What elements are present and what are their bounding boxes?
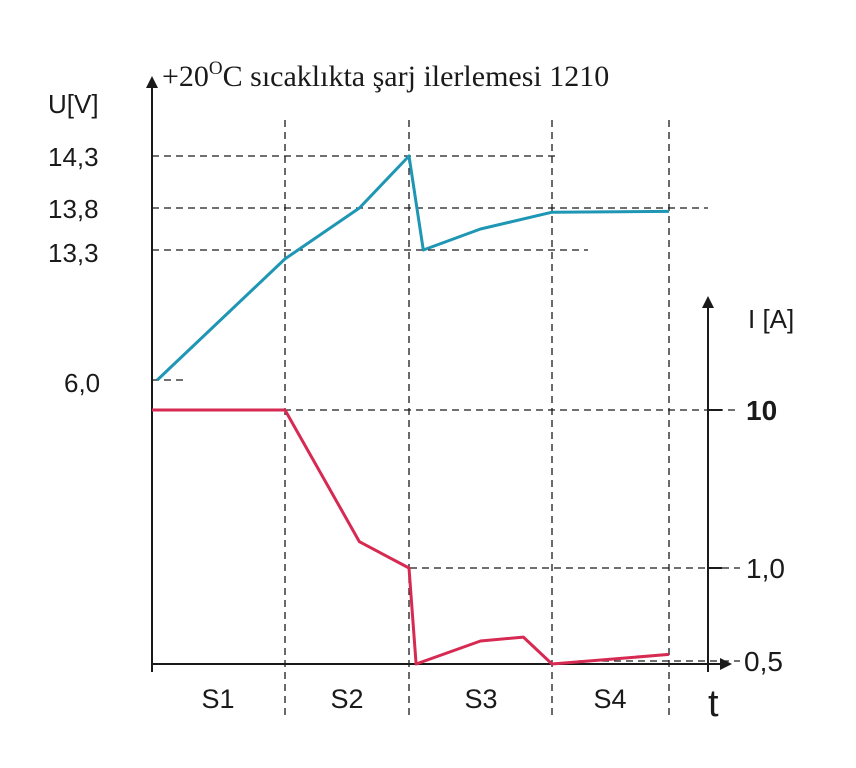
current-tick-marks: [708, 409, 722, 569]
title-superscript: O: [209, 58, 223, 79]
stage-label-s2: S2: [330, 684, 363, 714]
current-tick-1-0: 1,0: [746, 553, 785, 584]
reference-lines: [152, 120, 740, 715]
chart-title: +20OC sıcaklıkta şarj ilerlemesi 1210: [162, 58, 609, 93]
current-tick-10: 10: [746, 395, 777, 426]
voltage-axis-label: U[V]: [48, 89, 99, 119]
voltage-tick-6-0: 6,0: [64, 368, 100, 398]
stage-label-s3: S3: [464, 684, 497, 714]
voltage-series-line: [156, 154, 670, 382]
voltage-tick-14-3: 14,3: [48, 142, 99, 172]
stage-label-s4: S4: [593, 684, 626, 714]
stage-label-s1: S1: [201, 684, 234, 714]
current-axis-label: I [A]: [748, 304, 794, 334]
title-prefix: +20: [162, 60, 209, 93]
voltage-tick-13-8: 13,8: [48, 194, 99, 224]
title-suffix: C sıcaklıkta şarj ilerlemesi 1210: [223, 60, 610, 93]
voltage-tick-13-3: 13,3: [48, 238, 99, 268]
current-series-line: [152, 408, 670, 666]
current-tick-0-5: 0,5: [744, 646, 783, 677]
time-axis-label: t: [708, 683, 719, 725]
